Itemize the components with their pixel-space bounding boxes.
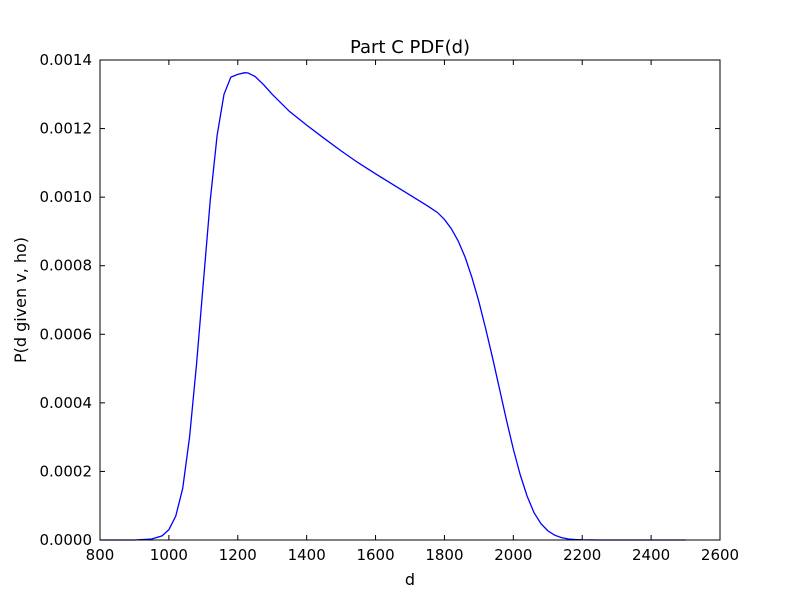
x-tick-label: 2000 [494,546,532,564]
x-tick-label: 800 [86,546,115,564]
y-tick-label: 0.0006 [40,325,93,343]
pdf-curve-line [100,72,686,541]
y-tick-label: 0.0010 [40,188,93,206]
x-tick-label: 1000 [150,546,188,564]
ticks: 800 1000 1200 1400 1600 1800 2000 2200 2400 2600 0… [40,51,740,564]
y-tick-label: 0.0000 [40,531,93,549]
x-tick-label: 1600 [356,546,394,564]
y-tick-label: 0.0008 [40,257,93,275]
x-tick-label: 2600 [701,546,739,564]
x-tick-label: 1800 [425,546,463,564]
y-tick-label: 0.0014 [40,51,93,69]
chart-title: Part C PDF(d) [350,37,470,58]
x-tick-label: 1200 [219,546,257,564]
y-tick-label: 0.0012 [40,120,93,138]
y-tick-label: 0.0004 [40,394,93,412]
plot-area [99,59,721,541]
plot-frame [99,59,721,541]
y-axis-label: P(d given v, ho) [11,237,30,363]
y-tick-label: 0.0002 [40,462,93,480]
x-axis-label: d [405,570,415,589]
x-tick-label: 2200 [563,546,601,564]
x-tick-label: 1400 [288,546,326,564]
x-tick-label: 2400 [632,546,670,564]
